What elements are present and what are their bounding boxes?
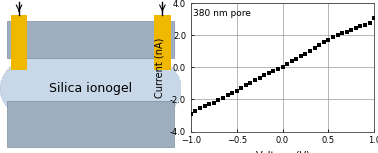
Point xyxy=(289,60,295,62)
Y-axis label: Current (nA): Current (nA) xyxy=(154,37,164,97)
Point xyxy=(279,65,286,68)
Point xyxy=(335,34,341,36)
Bar xyxy=(154,15,170,70)
X-axis label: Voltage (V): Voltage (V) xyxy=(256,151,310,153)
Bar xyxy=(11,15,27,70)
Point xyxy=(215,99,222,101)
Point xyxy=(344,30,350,33)
Point xyxy=(316,44,322,46)
Point xyxy=(197,107,203,110)
Point xyxy=(201,105,208,107)
Point xyxy=(243,84,249,86)
Point xyxy=(188,113,194,115)
Text: Silica ionogel: Silica ionogel xyxy=(49,82,132,95)
Point xyxy=(298,55,304,58)
Text: 380 nm pore: 380 nm pore xyxy=(193,9,251,19)
Bar xyxy=(7,101,174,147)
Point xyxy=(339,32,345,34)
Point xyxy=(261,74,267,77)
Point xyxy=(362,24,368,26)
Point xyxy=(371,16,377,19)
Ellipse shape xyxy=(0,41,181,136)
Point xyxy=(321,41,327,44)
Point xyxy=(248,81,254,84)
Point xyxy=(234,89,240,92)
Point xyxy=(293,58,299,60)
Point xyxy=(330,36,336,39)
Point xyxy=(192,110,198,113)
Point xyxy=(220,97,226,99)
Point xyxy=(284,63,290,65)
Point xyxy=(307,50,313,52)
Point xyxy=(353,27,359,30)
Point xyxy=(348,28,354,31)
Point xyxy=(270,70,276,72)
Point xyxy=(311,47,318,49)
Point xyxy=(225,94,231,97)
Point xyxy=(252,79,258,81)
Point xyxy=(211,101,217,104)
Point xyxy=(358,25,364,28)
Point xyxy=(275,67,281,70)
Point xyxy=(266,72,272,75)
Point xyxy=(229,92,235,94)
Point xyxy=(206,103,212,106)
Bar xyxy=(7,21,174,58)
Point xyxy=(302,52,308,55)
Point xyxy=(257,76,263,79)
Point xyxy=(238,87,244,89)
Point xyxy=(325,38,332,41)
Point xyxy=(367,21,373,24)
